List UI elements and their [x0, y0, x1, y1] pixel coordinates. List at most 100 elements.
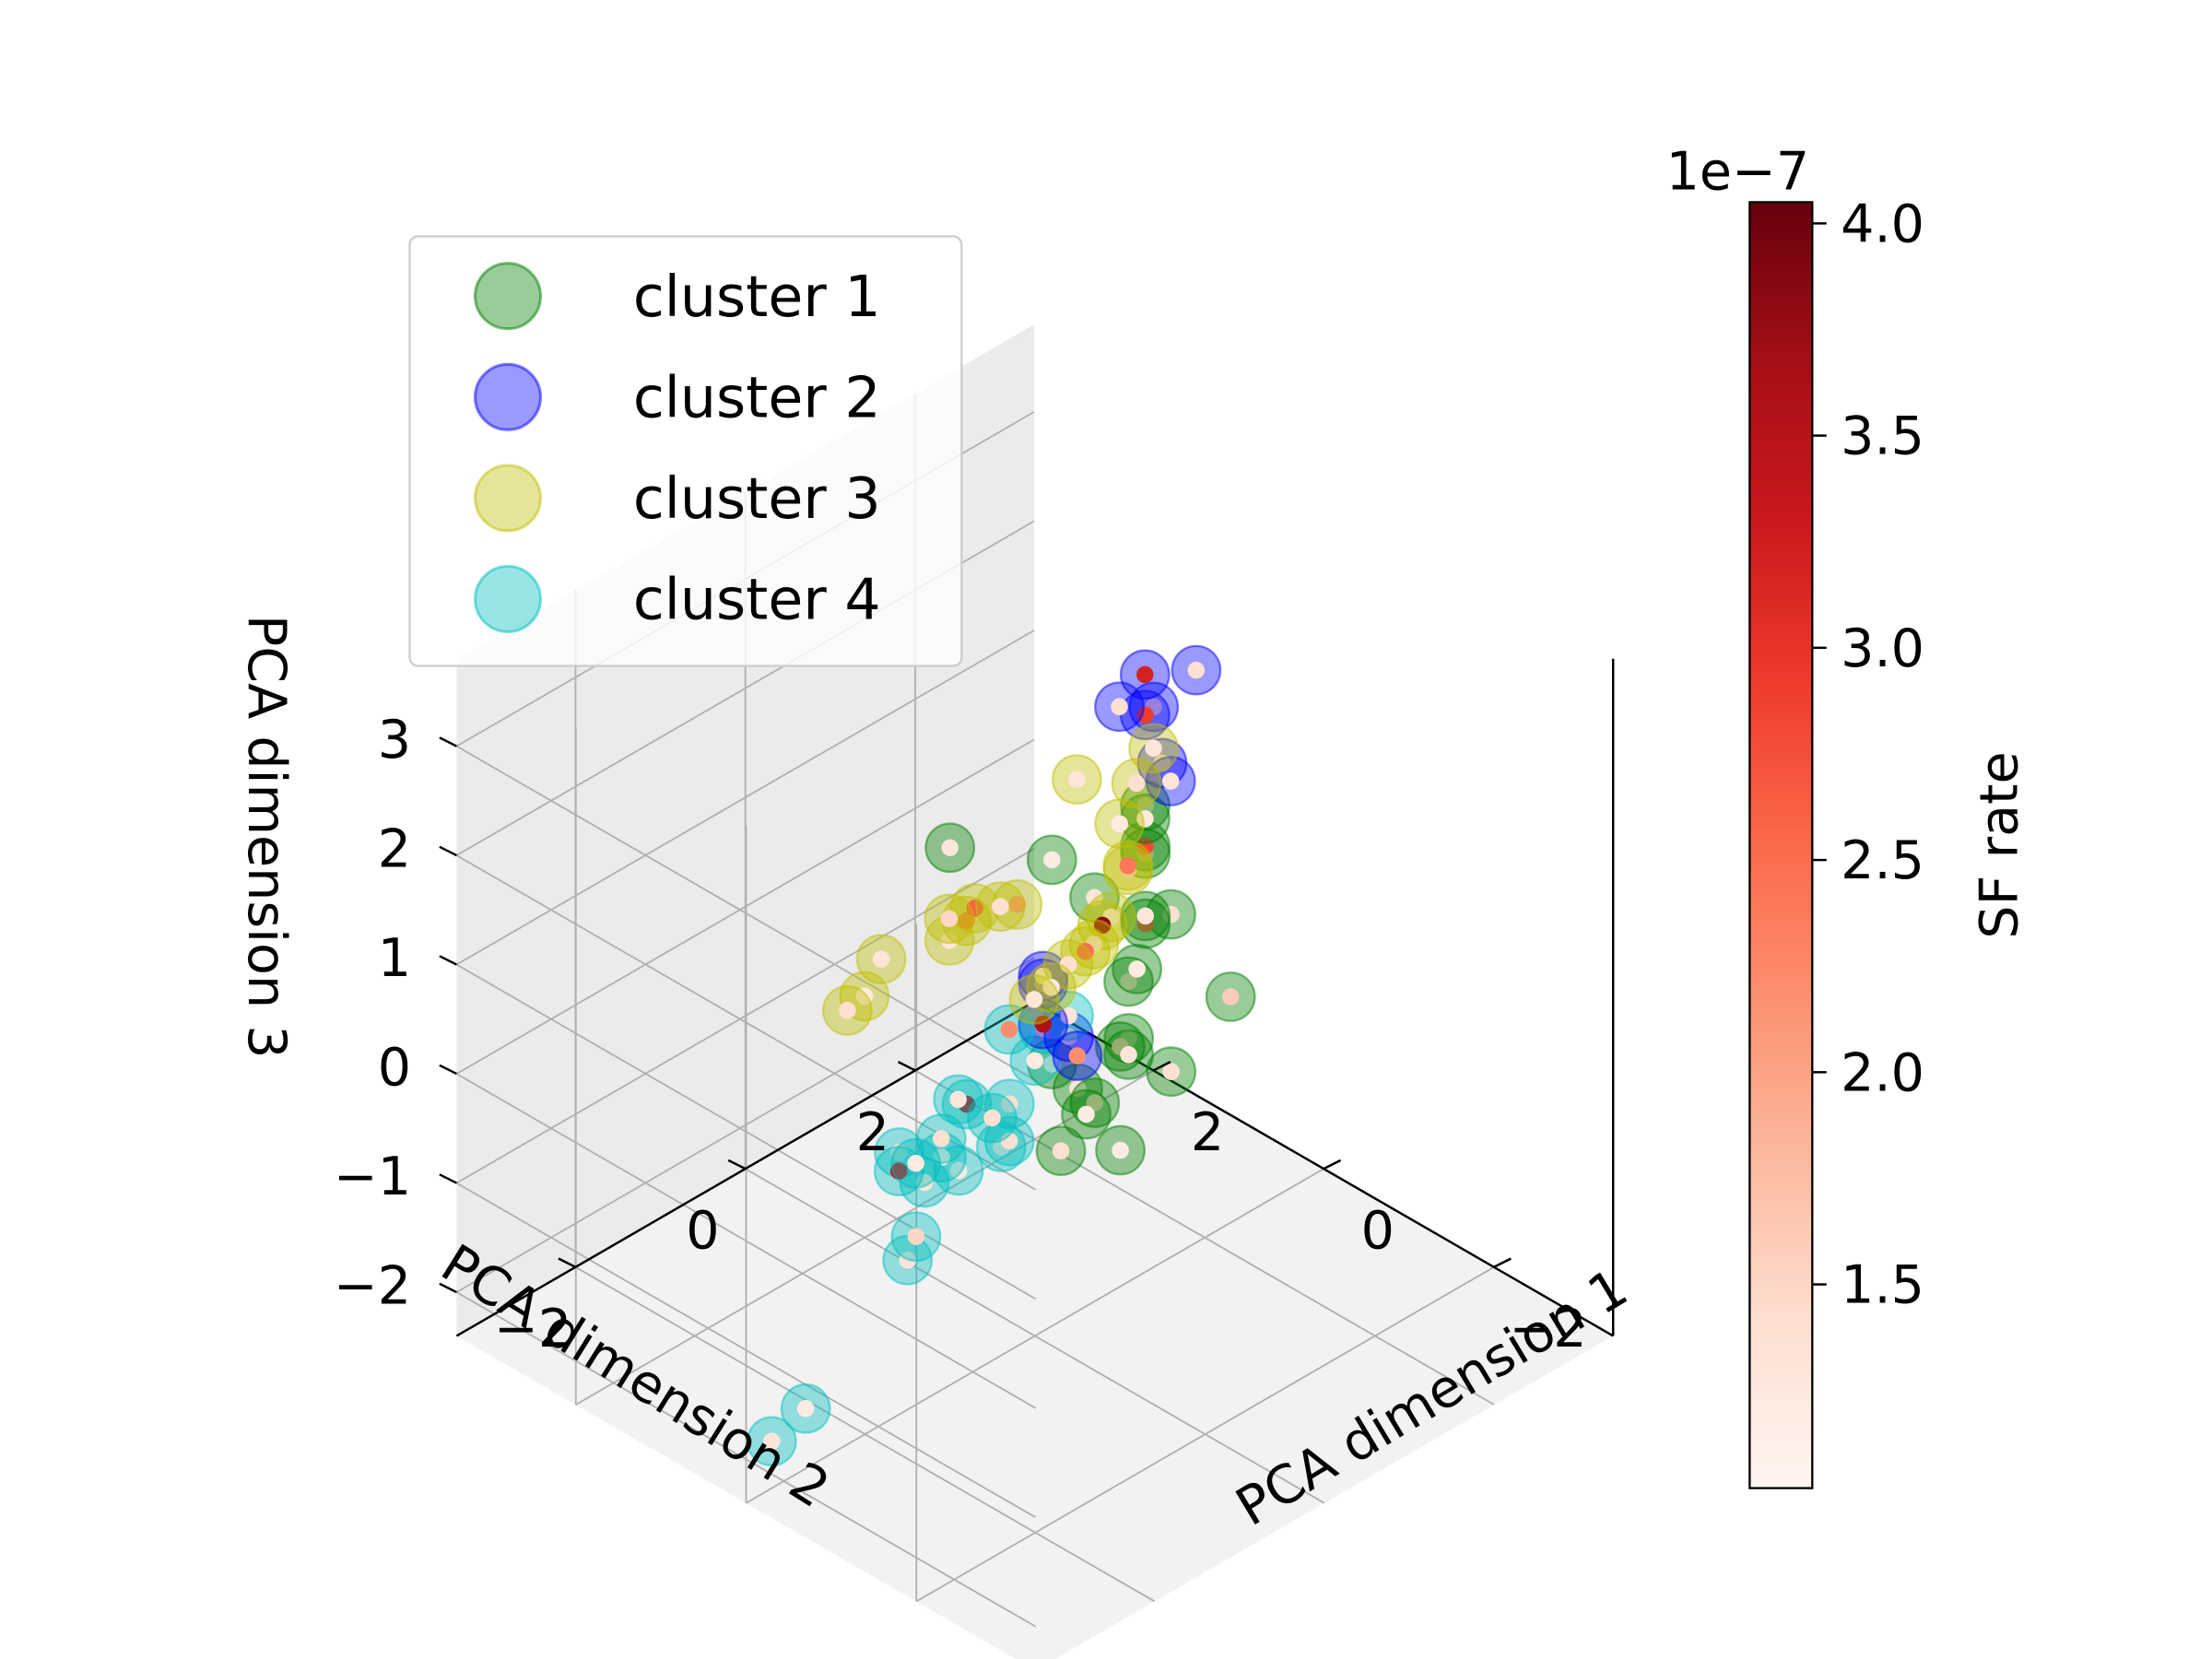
sf-rate-point: [1128, 960, 1146, 978]
sf-rate-point: [1187, 661, 1206, 679]
x-tick-label: 2: [1191, 1102, 1224, 1163]
sf-rate-point: [1161, 772, 1180, 790]
legend-label: cluster 4: [633, 567, 881, 633]
legend-marker: [473, 464, 543, 533]
sf-rate-point: [941, 839, 959, 857]
colorbar-tick-label: 2.5: [1841, 830, 1924, 891]
gridline-y-floor: [574, 1265, 1156, 1603]
sf-rate-point: [933, 1130, 950, 1147]
z-tick-mark: [439, 1173, 457, 1184]
axis-ticks: −2 0 2 −2 0 2 −2 −1 0 1 2 3: [334, 710, 1587, 1359]
z-tick-label: 3: [378, 710, 411, 771]
colorbar-tick-label: 3.5: [1841, 406, 1924, 467]
z-tick-label: 2: [378, 818, 411, 879]
sf-rate-point: [949, 1090, 967, 1109]
legend-marker: [473, 262, 543, 331]
gridline-z-left: [455, 629, 1035, 966]
sf-rate-point: [1221, 988, 1240, 1006]
gridline-z-left: [455, 957, 1035, 1293]
sf-rate-point: [1008, 896, 1027, 913]
y-tick-label: 0: [686, 1201, 719, 1262]
x-tick-mark: [1323, 1159, 1342, 1171]
legend-label: cluster 3: [633, 465, 881, 532]
sf-rate-point: [983, 1109, 1001, 1127]
sf-rate-point: [907, 1228, 925, 1245]
gridline-z-right: [455, 745, 1037, 1082]
sf-rate-point: [1120, 972, 1137, 991]
sf-rate-point: [1120, 1046, 1137, 1064]
sf-rate-point: [1119, 856, 1137, 875]
sf-rate-point: [1068, 771, 1086, 788]
scatter-points: [746, 644, 1256, 1467]
legend-label: cluster 2: [633, 364, 881, 430]
sf-rate-point: [1077, 943, 1094, 960]
legend-marker: [473, 564, 543, 634]
x-tick-label: −2: [1509, 1299, 1586, 1359]
sf-rate-point: [992, 898, 1009, 915]
z-tick-label: −2: [334, 1255, 411, 1316]
sf-rate-point: [1000, 1132, 1018, 1150]
sf-rate-point: [1059, 956, 1077, 973]
y-tick-mark: [897, 1061, 916, 1072]
z-axis-label: PCA dimension 3: [236, 615, 297, 1059]
z-tick-mark: [439, 955, 457, 966]
colorbar-label: SF rate: [1970, 751, 2030, 938]
y-tick-label: −2: [494, 1299, 571, 1359]
z-tick-mark: [439, 1064, 457, 1076]
sf-rate-point: [940, 910, 959, 928]
x-tick-mark: [1152, 1061, 1171, 1072]
sf-rate-point: [1026, 1052, 1044, 1070]
z-tick-label: −1: [334, 1147, 411, 1207]
z-tick-label: 1: [378, 928, 411, 989]
sf-rate-point: [949, 1161, 968, 1180]
gridline-z-left: [455, 738, 1035, 1075]
sf-rate-point: [958, 912, 975, 930]
sf-rate-point: [1000, 1020, 1018, 1039]
colorbar-tick-label: 3.0: [1841, 618, 1924, 679]
legend-frame: [408, 235, 963, 667]
sf-rate-point: [966, 900, 983, 917]
x-tick-label: 0: [1361, 1201, 1394, 1262]
sf-rate-point: [1068, 1047, 1087, 1065]
gridline-z-left: [455, 848, 1035, 1184]
legend: cluster 1 cluster 2 cluster 3 cluster 4: [408, 235, 963, 667]
sf-rate-point: [763, 1432, 781, 1451]
sf-rate-point: [1153, 754, 1171, 772]
gridline-z-right: [455, 1182, 1037, 1519]
sf-rate-point: [1162, 1063, 1180, 1080]
sf-rate-point: [796, 1400, 815, 1418]
sf-rate-point: [1111, 698, 1128, 716]
sf-rate-point: [1043, 851, 1061, 869]
colorbar-gradient: [1748, 201, 1814, 1489]
sf-rate-point: [1127, 774, 1146, 793]
gridline-z-right: [455, 1291, 1037, 1628]
sf-rate-point: [839, 1002, 856, 1019]
sf-rate-point: [872, 950, 890, 968]
legend-marker: [473, 362, 543, 431]
sf-rate-point: [1052, 1142, 1070, 1159]
sf-rate-point: [1025, 991, 1043, 1008]
sf-rate-point: [1077, 1105, 1095, 1124]
sf-rate-point: [940, 932, 959, 949]
legend-label: cluster 1: [633, 264, 881, 330]
z-tick-label: 0: [378, 1037, 411, 1098]
colorbar-offset-label: 1e−7: [1666, 141, 1810, 202]
colorbar: 1e−7 SF rate 1.5 2.0 2.5 3.0 3.5 4.0: [1666, 141, 2030, 1489]
sf-rate-point: [907, 1154, 924, 1172]
colorbar-tick-label: 4.0: [1841, 194, 1924, 254]
sf-rate-point: [1136, 907, 1155, 925]
colorbar-tick-label: 1.5: [1841, 1255, 1924, 1316]
y-tick-mark: [558, 1257, 576, 1268]
x-tick-mark: [1493, 1257, 1512, 1268]
gridline-y-floor: [745, 1168, 1325, 1504]
y-tick-mark: [727, 1159, 747, 1171]
z-tick-mark: [439, 1282, 457, 1294]
y-tick-label: 2: [856, 1102, 889, 1163]
z-tick-mark: [439, 845, 457, 857]
sf-rate-point: [1042, 979, 1060, 996]
z-tick-mark: [439, 736, 457, 747]
gridline-z-right: [455, 1073, 1037, 1409]
sf-rate-point: [1112, 1141, 1129, 1159]
sf-rate-point: [1145, 739, 1162, 758]
